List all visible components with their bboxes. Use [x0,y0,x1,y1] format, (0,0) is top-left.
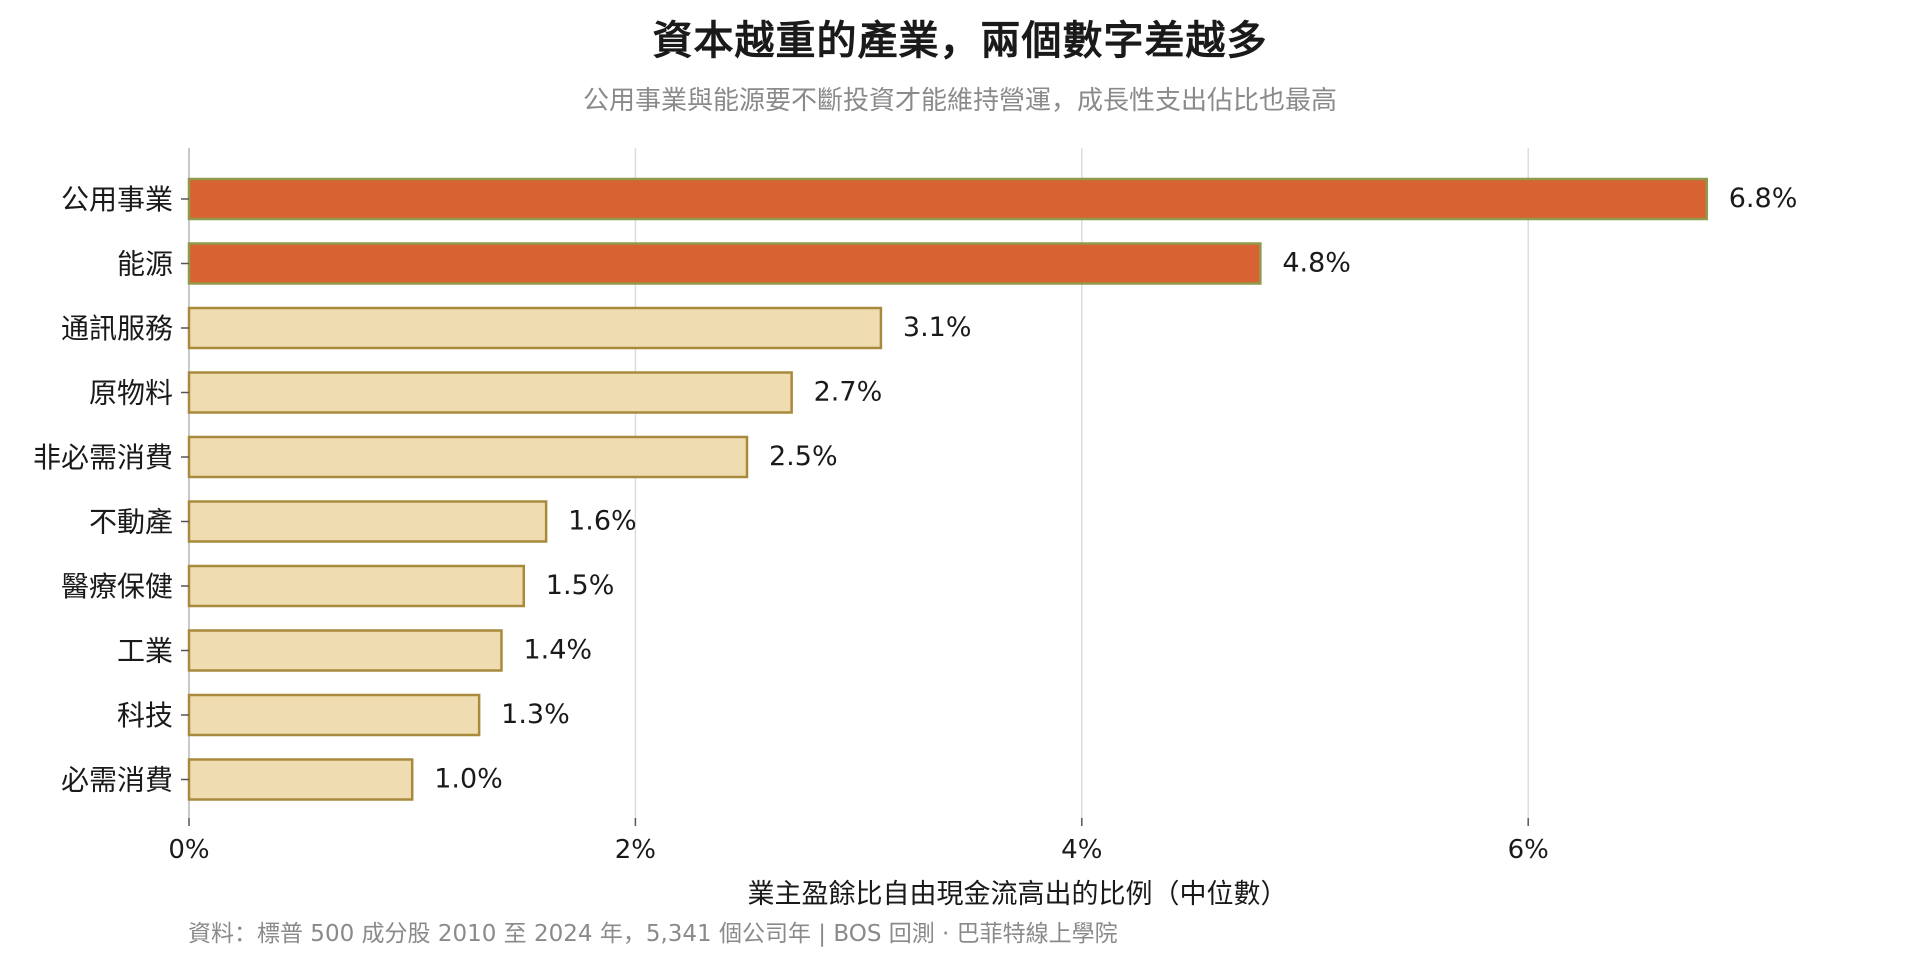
category-label: 必需消費 [61,764,173,797]
bar-2 [187,306,883,350]
category-label: 不動產 [89,506,173,539]
value-label: 1.3% [501,699,570,730]
x-tick-label: 6% [1508,835,1549,865]
x-tick-label: 4% [1061,835,1102,865]
bar-1 [187,242,1262,285]
bar-7 [187,629,503,672]
bar-5 [187,500,548,543]
chart-subtitle: 公用事業與能源要不斷投資才能維持營運，成長性支出佔比也最高 [582,86,1337,116]
category-label: 科技 [117,699,173,732]
category-label: 工業 [117,635,173,668]
category-label: 醫療保健 [61,570,173,603]
category-label: 非必需消費 [33,441,173,474]
value-label: 1.5% [546,570,615,601]
category-label: 通訊服務 [61,312,173,345]
value-label: 6.8% [1729,183,1798,214]
bar-8 [187,693,481,737]
chart-title: 資本越重的產業，兩個數字差越多 [652,18,1268,64]
source-note: 資料：標普 500 成分股 2010 至 2024 年，5,341 個公司年 |… [188,921,1118,947]
x-axis-label: 業主盈餘比自由現金流高出的比例（中位數） [747,879,1288,910]
value-label: 2.7% [814,377,883,408]
value-label: 2.5% [769,441,838,472]
tick-layer: 0% 2% 4% 6% [168,198,1549,865]
bar-6 [187,564,526,608]
x-tick-label: 2% [615,835,656,865]
value-label: 1.6% [568,506,637,537]
category-label: 公用事業 [61,183,173,216]
bar-3 [187,371,793,414]
value-label: 1.0% [434,764,503,795]
bar-0 [187,177,1709,221]
bar-layer [187,177,1709,801]
value-label: 4.8% [1282,248,1351,279]
value-label: 3.1% [903,312,972,343]
bar-4 [187,435,749,479]
bar-9 [187,758,414,801]
value-label: 1.4% [523,635,592,666]
label-layer: 公用事業 6.8% 能源 4.8% 通訊服務 3.1% 原物料 2.7% 非必需消費 2.5% 不動… [33,183,1797,797]
x-tick-label: 0% [168,835,209,865]
category-label: 原物料 [89,377,173,410]
category-label: 能源 [117,248,173,281]
